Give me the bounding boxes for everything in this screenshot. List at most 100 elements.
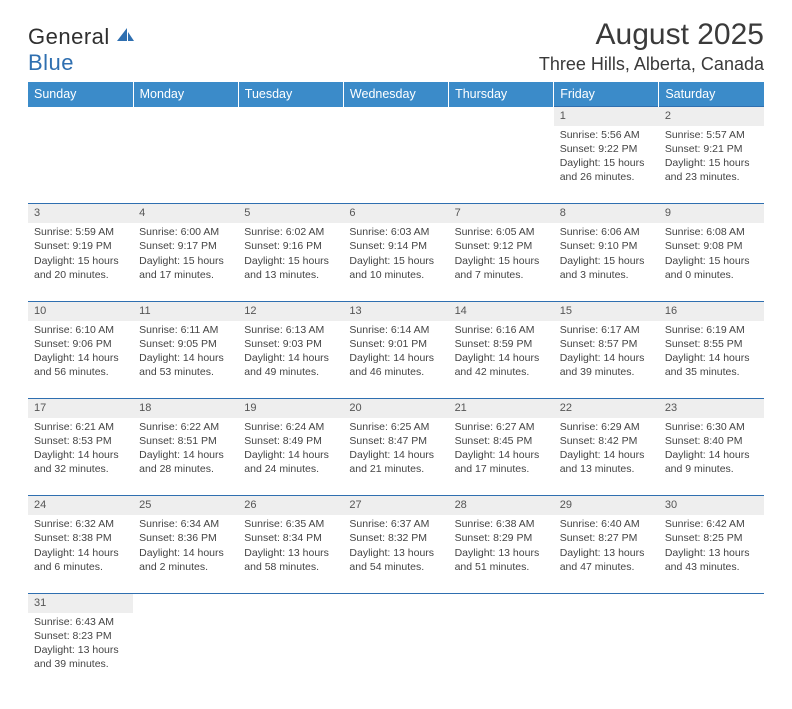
day-cell: Sunrise: 6:35 AMSunset: 8:34 PMDaylight:… (238, 515, 343, 593)
sunset-text: Sunset: 9:14 PM (349, 239, 442, 253)
sunrise-text: Sunrise: 6:02 AM (244, 225, 337, 239)
day-cell (133, 126, 238, 204)
day-cell (238, 613, 343, 691)
sunset-text: Sunset: 8:23 PM (34, 629, 127, 643)
day-cell: Sunrise: 6:32 AMSunset: 8:38 PMDaylight:… (28, 515, 133, 593)
day-number: 31 (28, 593, 133, 612)
day-cell: Sunrise: 6:00 AMSunset: 9:17 PMDaylight:… (133, 223, 238, 301)
day-number: 5 (238, 204, 343, 223)
day-cell (28, 126, 133, 204)
day-body: Sunrise: 6:38 AMSunset: 8:29 PMDaylight:… (449, 515, 554, 578)
sunrise-text: Sunrise: 6:13 AM (244, 323, 337, 337)
col-tuesday: Tuesday (238, 82, 343, 107)
day-number: 1 (554, 107, 659, 126)
day-body: Sunrise: 6:05 AMSunset: 9:12 PMDaylight:… (449, 223, 554, 286)
daynum-row: 24252627282930 (28, 496, 764, 515)
heading: August 2025 Three Hills, Alberta, Canada (539, 18, 764, 75)
daylight-text: Daylight: 15 hours and 17 minutes. (139, 254, 232, 282)
sunrise-text: Sunrise: 6:37 AM (349, 517, 442, 531)
day-cell (449, 613, 554, 691)
sunrise-text: Sunrise: 6:29 AM (560, 420, 653, 434)
day-body: Sunrise: 6:02 AMSunset: 9:16 PMDaylight:… (238, 223, 343, 286)
daylight-text: Daylight: 13 hours and 51 minutes. (455, 546, 548, 574)
day-number: 9 (659, 204, 764, 223)
daylight-text: Daylight: 15 hours and 10 minutes. (349, 254, 442, 282)
day-body: Sunrise: 6:35 AMSunset: 8:34 PMDaylight:… (238, 515, 343, 578)
day-cell: Sunrise: 6:30 AMSunset: 8:40 PMDaylight:… (659, 418, 764, 496)
day-body: Sunrise: 6:30 AMSunset: 8:40 PMDaylight:… (659, 418, 764, 481)
daylight-text: Daylight: 14 hours and 9 minutes. (665, 448, 758, 476)
day-body: Sunrise: 6:42 AMSunset: 8:25 PMDaylight:… (659, 515, 764, 578)
sunset-text: Sunset: 8:36 PM (139, 531, 232, 545)
day-cell (554, 613, 659, 691)
daylight-text: Daylight: 14 hours and 42 minutes. (455, 351, 548, 379)
sail-icon (114, 24, 136, 49)
day-body: Sunrise: 6:34 AMSunset: 8:36 PMDaylight:… (133, 515, 238, 578)
col-sunday: Sunday (28, 82, 133, 107)
page: GeneralBlue August 2025 Three Hills, Alb… (0, 0, 792, 709)
sunrise-text: Sunrise: 5:56 AM (560, 128, 653, 142)
daylight-text: Daylight: 14 hours and 53 minutes. (139, 351, 232, 379)
calendar-table: Sunday Monday Tuesday Wednesday Thursday… (28, 82, 764, 691)
day-cell: Sunrise: 6:11 AMSunset: 9:05 PMDaylight:… (133, 321, 238, 399)
day-cell: Sunrise: 5:59 AMSunset: 9:19 PMDaylight:… (28, 223, 133, 301)
day-body: Sunrise: 6:16 AMSunset: 8:59 PMDaylight:… (449, 321, 554, 384)
content-row: Sunrise: 6:43 AMSunset: 8:23 PMDaylight:… (28, 613, 764, 691)
day-body: Sunrise: 6:40 AMSunset: 8:27 PMDaylight:… (554, 515, 659, 578)
daylight-text: Daylight: 14 hours and 35 minutes. (665, 351, 758, 379)
day-cell (449, 126, 554, 204)
sunrise-text: Sunrise: 6:19 AM (665, 323, 758, 337)
sunrise-text: Sunrise: 6:25 AM (349, 420, 442, 434)
day-body: Sunrise: 6:13 AMSunset: 9:03 PMDaylight:… (238, 321, 343, 384)
day-body: Sunrise: 6:14 AMSunset: 9:01 PMDaylight:… (343, 321, 448, 384)
sunrise-text: Sunrise: 6:11 AM (139, 323, 232, 337)
day-cell (343, 126, 448, 204)
sunset-text: Sunset: 9:01 PM (349, 337, 442, 351)
day-body: Sunrise: 6:21 AMSunset: 8:53 PMDaylight:… (28, 418, 133, 481)
col-saturday: Saturday (659, 82, 764, 107)
day-number (343, 593, 448, 612)
day-number: 2 (659, 107, 764, 126)
day-body: Sunrise: 6:32 AMSunset: 8:38 PMDaylight:… (28, 515, 133, 578)
sunrise-text: Sunrise: 6:42 AM (665, 517, 758, 531)
day-cell: Sunrise: 6:43 AMSunset: 8:23 PMDaylight:… (28, 613, 133, 691)
daynum-row: 10111213141516 (28, 301, 764, 320)
day-number (554, 593, 659, 612)
sunset-text: Sunset: 9:21 PM (665, 142, 758, 156)
day-cell: Sunrise: 6:37 AMSunset: 8:32 PMDaylight:… (343, 515, 448, 593)
day-cell: Sunrise: 5:56 AMSunset: 9:22 PMDaylight:… (554, 126, 659, 204)
header: GeneralBlue August 2025 Three Hills, Alb… (28, 18, 764, 76)
day-body: Sunrise: 6:10 AMSunset: 9:06 PMDaylight:… (28, 321, 133, 384)
content-row: Sunrise: 6:32 AMSunset: 8:38 PMDaylight:… (28, 515, 764, 593)
content-row: Sunrise: 5:59 AMSunset: 9:19 PMDaylight:… (28, 223, 764, 301)
day-cell: Sunrise: 6:19 AMSunset: 8:55 PMDaylight:… (659, 321, 764, 399)
day-number (238, 107, 343, 126)
logo-text: GeneralBlue (28, 24, 138, 76)
daynum-row: 17181920212223 (28, 399, 764, 418)
day-number: 20 (343, 399, 448, 418)
sunrise-text: Sunrise: 6:21 AM (34, 420, 127, 434)
day-body: Sunrise: 6:27 AMSunset: 8:45 PMDaylight:… (449, 418, 554, 481)
day-body: Sunrise: 6:43 AMSunset: 8:23 PMDaylight:… (28, 613, 133, 676)
daylight-text: Daylight: 15 hours and 7 minutes. (455, 254, 548, 282)
daylight-text: Daylight: 15 hours and 23 minutes. (665, 156, 758, 184)
daylight-text: Daylight: 13 hours and 47 minutes. (560, 546, 653, 574)
day-number (659, 593, 764, 612)
logo-text-1: General (28, 24, 110, 49)
day-number: 3 (28, 204, 133, 223)
daylight-text: Daylight: 14 hours and 39 minutes. (560, 351, 653, 379)
daylight-text: Daylight: 13 hours and 54 minutes. (349, 546, 442, 574)
sunrise-text: Sunrise: 6:17 AM (560, 323, 653, 337)
col-monday: Monday (133, 82, 238, 107)
daylight-text: Daylight: 14 hours and 28 minutes. (139, 448, 232, 476)
day-cell: Sunrise: 6:02 AMSunset: 9:16 PMDaylight:… (238, 223, 343, 301)
daylight-text: Daylight: 13 hours and 39 minutes. (34, 643, 127, 671)
sunset-text: Sunset: 9:16 PM (244, 239, 337, 253)
day-number: 16 (659, 301, 764, 320)
sunrise-text: Sunrise: 6:32 AM (34, 517, 127, 531)
sunrise-text: Sunrise: 6:22 AM (139, 420, 232, 434)
day-number: 29 (554, 496, 659, 515)
sunset-text: Sunset: 9:22 PM (560, 142, 653, 156)
day-body: Sunrise: 5:57 AMSunset: 9:21 PMDaylight:… (659, 126, 764, 189)
daylight-text: Daylight: 15 hours and 26 minutes. (560, 156, 653, 184)
